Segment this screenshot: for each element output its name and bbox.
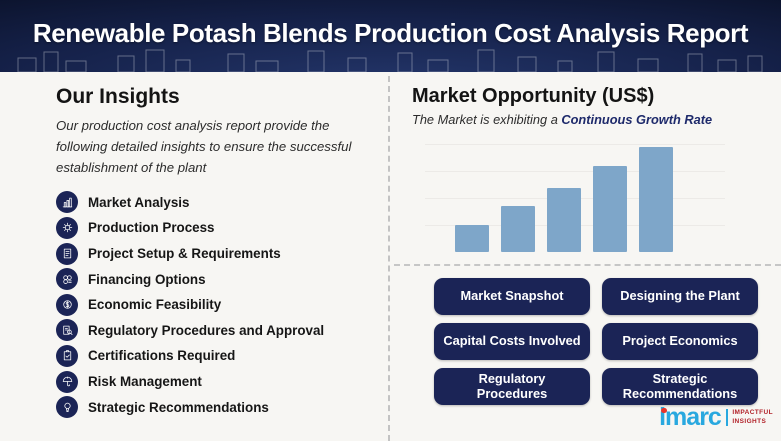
risk-management-icon [56,370,78,393]
market-title: Market Opportunity (US$) [412,85,655,107]
production-process-icon [56,216,78,239]
market-subtitle-prefix: The Market is exhibiting a [412,112,562,127]
list-item: Project Setup & Requirements [56,241,378,267]
list-item-label: Economic Feasibility [88,297,222,313]
imarc-logo: imarc IMPACTFUL INSIGHTS [659,405,773,430]
insights-title: Our Insights [56,85,180,108]
list-item: Strategic Recommendations [56,394,378,420]
button-market-snapshot[interactable]: Market Snapshot [434,278,590,315]
chart-bar [547,188,581,252]
list-item-label: Market Analysis [88,194,190,210]
button-strategic-recommendations[interactable]: Strategic Recommendations [602,368,758,405]
chart-baseline [394,264,781,266]
list-item-label: Risk Management [88,374,202,390]
market-subtitle-highlight: Continuous Growth Rate [561,112,713,127]
city-skyline-graphic [17,49,763,72]
header-banner: Renewable Potash Blends Production Cost … [0,0,781,72]
button-project-economics[interactable]: Project Economics [602,323,758,360]
list-item-label: Regulatory Procedures and Approval [88,322,325,338]
list-item: Economic Feasibility [56,292,378,318]
section-divider [388,76,390,441]
list-item-label: Strategic Recommendations [88,399,269,415]
list-item-label: Financing Options [88,271,206,287]
insights-list: Market Analysis Production Process Proje… [56,190,378,420]
strategic-recommendations-icon [56,396,78,419]
chart-bar [455,225,489,252]
report-buttons-grid: Market Snapshot Designing the Plant Capi… [434,278,758,405]
chart-bar [639,147,673,252]
chart-bar [501,206,535,252]
market-subtitle: The Market is exhibiting a Continuous Gr… [412,112,772,127]
logo-separator [725,409,729,426]
logo-red-dot [661,407,667,413]
imarc-logo-wordmark: imarc [659,403,722,431]
button-regulatory-procedures[interactable]: Regulatory Procedures [434,368,590,405]
economic-feasibility-icon [56,293,78,316]
page-title: Renewable Potash Blends Production Cost … [32,17,749,48]
list-item: Risk Management [56,369,378,395]
list-item: Production Process [56,215,378,241]
list-item-label: Production Process [88,220,215,236]
market-analysis-icon [56,191,78,214]
financing-options-icon [56,268,78,291]
button-capital-costs-involved[interactable]: Capital Costs Involved [434,323,590,360]
list-item: Market Analysis [56,190,378,216]
insights-subtitle: Our production cost analysis report prov… [56,118,352,175]
regulatory-procedures-icon [56,319,78,342]
button-designing-the-plant[interactable]: Designing the Plant [602,278,758,315]
tagline-line2: INSIGHTS [732,417,767,425]
list-item-label: Project Setup & Requirements [88,246,281,262]
content-body: Our Insights Our production cost analysi… [0,72,781,441]
list-item-label: Certifications Required [88,348,236,364]
list-item: Financing Options [56,266,378,292]
project-setup-icon [56,242,78,265]
certifications-required-icon [56,344,78,367]
list-item: Certifications Required [56,343,378,369]
insights-section: Our Insights Our production cost analysi… [56,85,378,420]
imarc-logo-tagline: IMPACTFUL INSIGHTS [732,409,773,427]
list-item: Regulatory Procedures and Approval [56,318,378,344]
growth-bar-chart [455,147,677,252]
chart-bar [593,166,627,252]
tagline-line1: IMPACTFUL [732,408,773,416]
